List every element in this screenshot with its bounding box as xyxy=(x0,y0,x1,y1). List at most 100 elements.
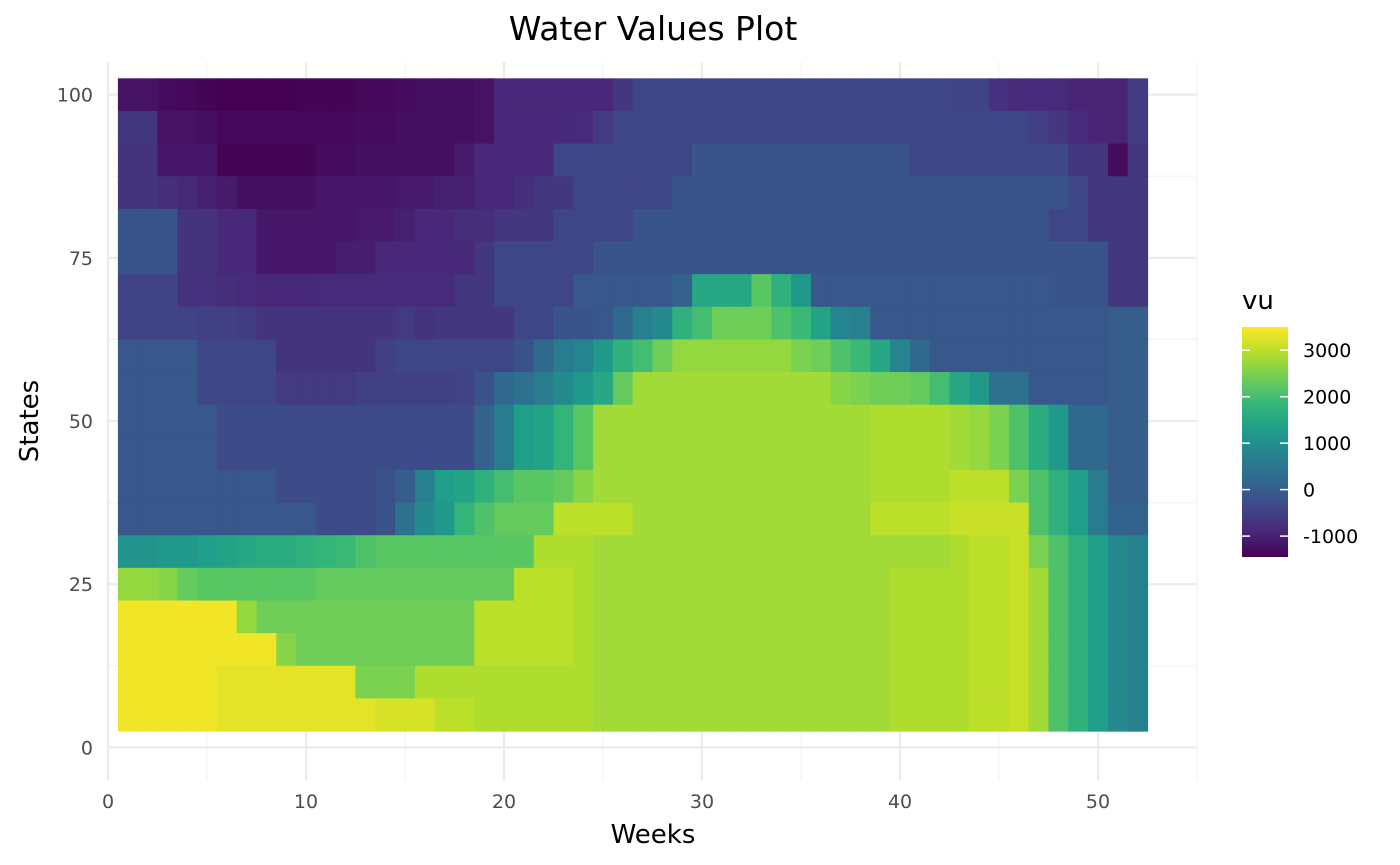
heatmap-cell xyxy=(810,665,832,700)
heatmap-cell xyxy=(989,372,1010,406)
heatmap-cell xyxy=(454,176,475,210)
heatmap-cell xyxy=(1127,143,1149,177)
heatmap-cell xyxy=(454,502,475,536)
heatmap-cell xyxy=(949,437,970,471)
heatmap-cell xyxy=(276,176,297,210)
heatmap-cell xyxy=(692,339,713,373)
heatmap-cell xyxy=(513,535,535,569)
heatmap-cell xyxy=(216,567,238,602)
heatmap-cell xyxy=(692,698,713,732)
heatmap-cell xyxy=(533,535,555,569)
heatmap-cell xyxy=(276,78,297,112)
heatmap-cell xyxy=(474,208,495,243)
heatmap-cell xyxy=(672,274,693,308)
heatmap-cell xyxy=(771,208,792,243)
heatmap-cell xyxy=(791,176,812,210)
heatmap-cell xyxy=(810,469,832,504)
heatmap-cell xyxy=(692,78,713,112)
heatmap-cell xyxy=(612,78,634,112)
heatmap-cell xyxy=(414,469,436,504)
heatmap-cell xyxy=(593,143,614,177)
heatmap-cell xyxy=(236,208,258,243)
heatmap-cell xyxy=(117,633,139,667)
heatmap-cell xyxy=(276,110,297,145)
heatmap-cell xyxy=(672,110,693,145)
heatmap-cell xyxy=(434,208,456,243)
heatmap-cell xyxy=(296,110,317,145)
heatmap-cell xyxy=(216,437,238,471)
heatmap-cell xyxy=(810,339,832,373)
heatmap-cell xyxy=(117,241,139,275)
heatmap-cell xyxy=(1107,110,1129,145)
heatmap-cell xyxy=(969,698,990,732)
heatmap-cell xyxy=(375,78,396,112)
heatmap-cell xyxy=(375,502,396,536)
heatmap-cell xyxy=(612,665,634,700)
heatmap-cell xyxy=(751,274,772,308)
heatmap-cell xyxy=(810,241,832,275)
heatmap-cell xyxy=(296,437,317,471)
heatmap-cell xyxy=(434,143,456,177)
heatmap-cell xyxy=(414,306,436,341)
heatmap-cell xyxy=(731,698,753,732)
heatmap-cell xyxy=(216,306,238,341)
heatmap-cell xyxy=(989,600,1010,634)
heatmap-cell xyxy=(395,339,416,373)
heatmap-cell xyxy=(1107,274,1129,308)
heatmap-cell xyxy=(414,176,436,210)
heatmap-cell xyxy=(771,698,792,732)
heatmap-cell xyxy=(335,633,357,667)
heatmap-cell xyxy=(890,698,911,732)
heatmap-cell xyxy=(355,176,376,210)
heatmap-cell xyxy=(1088,665,1109,700)
heatmap-cell xyxy=(434,241,456,275)
heatmap-cell xyxy=(1107,143,1129,177)
heatmap-cell xyxy=(969,600,990,634)
heatmap-cell xyxy=(256,78,277,112)
heatmap-cell xyxy=(850,110,871,145)
heatmap-cell xyxy=(355,208,376,243)
heatmap-cell xyxy=(751,633,772,667)
heatmap-cell xyxy=(850,600,871,634)
heatmap-cell xyxy=(632,535,654,569)
heatmap-cell xyxy=(1048,567,1069,602)
heatmap-cell xyxy=(969,469,990,504)
heatmap-cell xyxy=(315,665,337,700)
heatmap-cell xyxy=(355,372,376,406)
heatmap-cell xyxy=(870,372,891,406)
heatmap-cell xyxy=(632,372,654,406)
heatmap-cell xyxy=(395,404,416,438)
heatmap-cell xyxy=(1048,633,1069,667)
heatmap-cell xyxy=(929,600,951,634)
heatmap-cell xyxy=(1127,567,1149,602)
heatmap-cell xyxy=(197,372,218,406)
heatmap-cell xyxy=(711,535,733,569)
heatmap-cell xyxy=(434,404,456,438)
heatmap-cell xyxy=(1048,78,1069,112)
heatmap-cell xyxy=(731,404,753,438)
heatmap-cell xyxy=(751,143,772,177)
heatmap-cell xyxy=(395,535,416,569)
heatmap-cell xyxy=(850,567,871,602)
heatmap-cell xyxy=(791,274,812,308)
heatmap-cell xyxy=(1068,665,1089,700)
heatmap-cell xyxy=(751,665,772,700)
heatmap-cell xyxy=(652,241,673,275)
heatmap-cell xyxy=(989,78,1010,112)
heatmap-cell xyxy=(672,600,693,634)
heatmap-cell xyxy=(355,469,376,504)
heatmap-cell xyxy=(830,241,852,275)
heatmap-cell xyxy=(751,306,772,341)
heatmap-cell xyxy=(533,698,555,732)
x-tick-label: 0 xyxy=(102,791,114,813)
heatmap-cell xyxy=(731,143,753,177)
heatmap-cell xyxy=(375,600,396,634)
heatmap-cell xyxy=(375,339,396,373)
heatmap-cell xyxy=(375,437,396,471)
heatmap-cell xyxy=(1048,143,1069,177)
heatmap-cell xyxy=(1068,176,1089,210)
heatmap-cell xyxy=(1068,535,1089,569)
heatmap-cell xyxy=(533,372,555,406)
heatmap-cell xyxy=(117,143,139,177)
heatmap-cell xyxy=(711,306,733,341)
